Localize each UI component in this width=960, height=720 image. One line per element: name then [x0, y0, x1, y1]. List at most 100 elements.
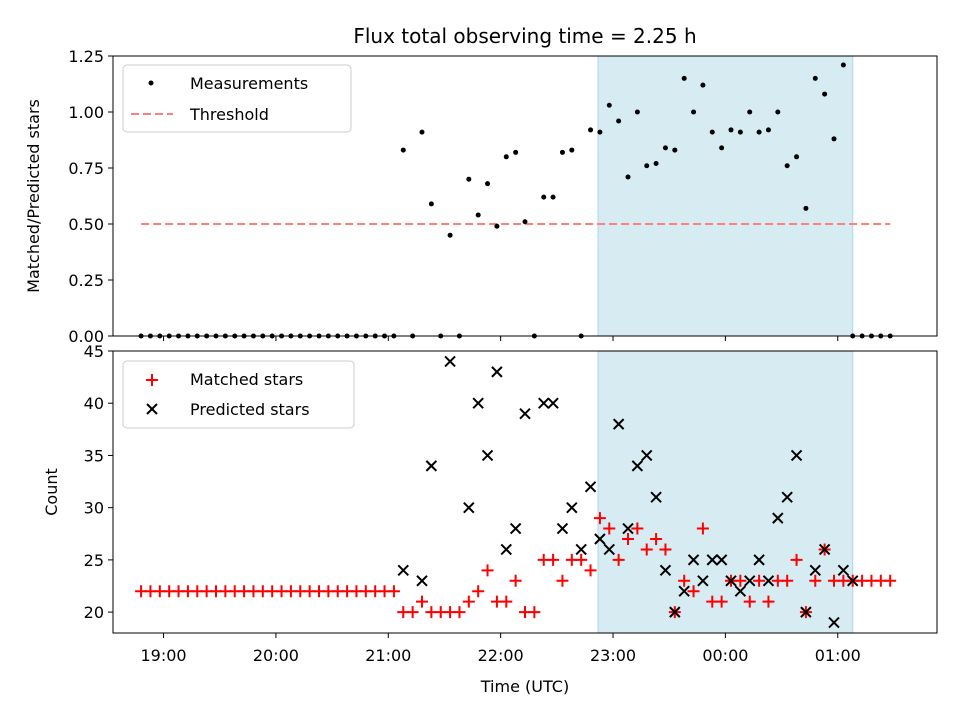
legend-measurements-label: Measurements — [190, 74, 308, 93]
measurement-point — [419, 129, 425, 135]
measurement-point — [662, 145, 668, 151]
measurement-point — [559, 149, 565, 155]
matched-star-point — [556, 574, 569, 587]
matched-star-point — [584, 564, 597, 577]
matched-star-point — [678, 574, 691, 587]
measurement-point — [522, 219, 528, 225]
matched-star-point — [509, 574, 522, 587]
top-legend-box — [122, 64, 352, 133]
y-tick-label: 0.75 — [68, 159, 104, 178]
predicted-star-point — [650, 491, 662, 503]
matched-star-point — [453, 606, 466, 619]
predicted-star-point — [566, 501, 578, 514]
measurement-point — [597, 129, 603, 135]
measurement-point — [634, 109, 640, 115]
predicted-star-point — [818, 543, 831, 556]
predicted-star-point — [734, 585, 747, 597]
matched-star-point — [462, 595, 475, 608]
top-panel: 0.00 0.25 0.50 0.75 1.00 1.25 Matched/Predict… — [24, 47, 938, 346]
matched-star-point — [640, 543, 653, 556]
predicted-star-point — [416, 575, 428, 587]
measurement-point — [503, 154, 509, 160]
matched-star-point — [612, 553, 625, 566]
measurement-point — [765, 127, 771, 133]
measurement-point — [784, 163, 790, 169]
measurement-point — [513, 149, 519, 155]
matched-star-point — [809, 574, 822, 587]
bottom-y-ticks: 20 25 30 35 40 45 — [84, 342, 113, 622]
x-tick-label: 01:00 — [815, 646, 861, 665]
predicted-star-point — [781, 491, 793, 503]
top-y-axis-label: Matched/Predicted stars — [24, 99, 43, 293]
x-tick-label: 19:00 — [141, 646, 187, 665]
matched-star-point — [603, 522, 616, 535]
measurement-point — [831, 136, 837, 142]
predicted-star-point — [715, 554, 728, 566]
predicted-star-point — [463, 501, 475, 514]
matched-star-point — [696, 522, 709, 535]
measurement-points — [138, 62, 893, 339]
predicted-star-point — [725, 575, 737, 587]
matched-star-point — [631, 522, 644, 535]
predicted-star-point — [669, 606, 681, 618]
predicted-star-point — [744, 575, 756, 587]
measurement-point — [709, 129, 715, 135]
y-tick-label: 0.25 — [68, 271, 104, 290]
legend-measurement-marker — [148, 80, 154, 86]
measurement-point — [691, 109, 697, 115]
matched-star-point — [593, 512, 606, 525]
predicted-star-point — [603, 543, 615, 556]
legend-matched-label: Matched stars — [190, 370, 303, 389]
bottom-y-axis-label: Count — [42, 468, 61, 516]
predicted-star-point — [641, 449, 653, 462]
predicted-star-point — [697, 575, 709, 587]
predicted-star-points — [397, 355, 859, 629]
measurement-point — [625, 174, 631, 180]
y-tick-label: 20 — [84, 603, 104, 622]
measurement-point — [428, 201, 434, 207]
predicted-star-point — [706, 554, 718, 566]
measurement-point — [775, 109, 781, 115]
measurement-point — [803, 205, 809, 211]
legend-matched-marker — [146, 374, 158, 386]
measurement-point — [747, 109, 753, 115]
bottom-axes-frame — [112, 350, 938, 634]
matched-star-point — [547, 553, 560, 566]
x-axis-label: Time (UTC) — [480, 677, 569, 696]
measurement-point — [822, 91, 828, 97]
matched-star-point — [650, 533, 663, 545]
bottom-panel: 20 25 30 35 40 45 19:00 20:00 21:00 22:00 23:00 00… — [42, 342, 938, 696]
measurement-point — [812, 75, 818, 81]
predicted-star-point — [809, 564, 821, 577]
top-x-ticks — [163, 336, 839, 341]
matched-star-point — [734, 574, 747, 587]
measurement-point — [588, 127, 594, 133]
matched-star-point — [481, 564, 494, 577]
predicted-star-point — [538, 397, 550, 409]
x-tick-label: 20:00 — [253, 646, 299, 665]
measurement-point — [737, 129, 743, 135]
measurement-point — [475, 212, 481, 218]
matched-star-point — [406, 606, 419, 619]
y-tick-label: 40 — [84, 394, 104, 413]
x-tick-label: 22:00 — [478, 646, 524, 665]
measurement-point — [728, 127, 734, 133]
measurement-point — [494, 223, 500, 229]
predicted-star-point — [425, 460, 438, 472]
predicted-star-point — [612, 418, 625, 430]
y-tick-label: 0.00 — [68, 327, 104, 346]
matched-star-point — [500, 595, 513, 608]
matched-star-point — [743, 595, 756, 608]
matched-star-point — [416, 595, 428, 608]
predicted-star-point — [556, 522, 569, 535]
predicted-star-point — [397, 564, 409, 577]
y-tick-label: 45 — [84, 342, 104, 361]
predicted-star-point — [631, 460, 644, 472]
top-legend: Measurements Threshold — [122, 64, 352, 133]
predicted-star-point — [491, 366, 503, 378]
predicted-star-point — [790, 449, 803, 462]
predicted-star-point — [847, 575, 859, 587]
matched-star-point — [659, 543, 672, 556]
bottom-highlight-span — [597, 350, 854, 634]
matched-star-point — [781, 574, 794, 587]
